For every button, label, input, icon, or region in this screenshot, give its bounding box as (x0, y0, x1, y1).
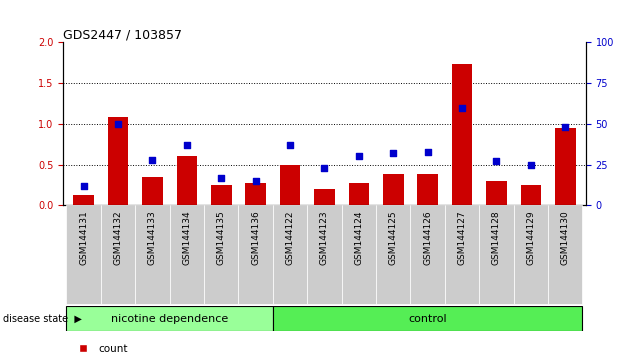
Point (251, 178, 261, 184)
FancyBboxPatch shape (238, 205, 273, 304)
FancyBboxPatch shape (411, 205, 445, 304)
Point (216, 175, 226, 181)
FancyBboxPatch shape (169, 205, 204, 304)
Bar (555, 128, 576, 205)
Bar (142, 177, 163, 205)
FancyBboxPatch shape (548, 205, 583, 304)
Text: GSM144136: GSM144136 (251, 210, 260, 265)
FancyBboxPatch shape (273, 205, 307, 304)
FancyBboxPatch shape (204, 205, 238, 304)
Bar (108, 118, 129, 205)
Point (79, 183, 89, 189)
Point (423, 149, 433, 154)
FancyBboxPatch shape (341, 205, 376, 304)
Text: GSM144131: GSM144131 (79, 210, 88, 265)
Point (388, 150, 398, 156)
FancyBboxPatch shape (273, 306, 583, 331)
FancyBboxPatch shape (445, 205, 479, 304)
FancyBboxPatch shape (66, 205, 101, 304)
Point (147, 157, 158, 162)
Point (491, 159, 501, 164)
FancyBboxPatch shape (101, 205, 135, 304)
Text: GSM144132: GSM144132 (113, 210, 123, 265)
Text: GSM144135: GSM144135 (217, 210, 226, 265)
Text: GDS2447 / 103857: GDS2447 / 103857 (63, 28, 182, 41)
Bar (280, 165, 301, 205)
Bar (245, 183, 266, 205)
Point (457, 105, 467, 110)
FancyBboxPatch shape (66, 306, 273, 331)
FancyBboxPatch shape (479, 205, 513, 304)
Point (526, 162, 536, 167)
Text: GSM144130: GSM144130 (561, 210, 570, 265)
Text: GSM144129: GSM144129 (526, 210, 536, 265)
FancyBboxPatch shape (513, 205, 548, 304)
Text: GSM144134: GSM144134 (182, 210, 192, 265)
FancyBboxPatch shape (376, 205, 411, 304)
FancyBboxPatch shape (135, 205, 169, 304)
Bar (486, 181, 507, 205)
Point (182, 142, 192, 148)
Point (285, 142, 295, 148)
Point (319, 165, 329, 171)
Bar (520, 185, 541, 205)
Text: GSM144123: GSM144123 (320, 210, 329, 265)
Text: GSM144122: GSM144122 (285, 210, 295, 265)
Bar (383, 175, 404, 205)
Point (354, 154, 364, 159)
Text: GSM144133: GSM144133 (148, 210, 157, 265)
Point (113, 121, 123, 127)
Bar (73, 195, 94, 205)
Text: disease state  ▶: disease state ▶ (3, 314, 82, 324)
Text: control: control (408, 314, 447, 324)
Text: nicotine dependence: nicotine dependence (111, 314, 228, 324)
Text: GSM144127: GSM144127 (457, 210, 467, 265)
Text: GSM144124: GSM144124 (354, 210, 364, 265)
Bar (417, 175, 438, 205)
Point (560, 124, 570, 130)
Bar (211, 185, 232, 205)
Text: GSM144126: GSM144126 (423, 210, 432, 265)
FancyBboxPatch shape (307, 205, 341, 304)
Text: GSM144125: GSM144125 (389, 210, 398, 265)
Bar (314, 189, 335, 205)
Legend: count, percentile rank within the sample: count, percentile rank within the sample (68, 340, 278, 354)
Bar (452, 64, 472, 205)
Bar (176, 156, 197, 205)
Text: GSM144128: GSM144128 (492, 210, 501, 265)
Bar (348, 183, 369, 205)
